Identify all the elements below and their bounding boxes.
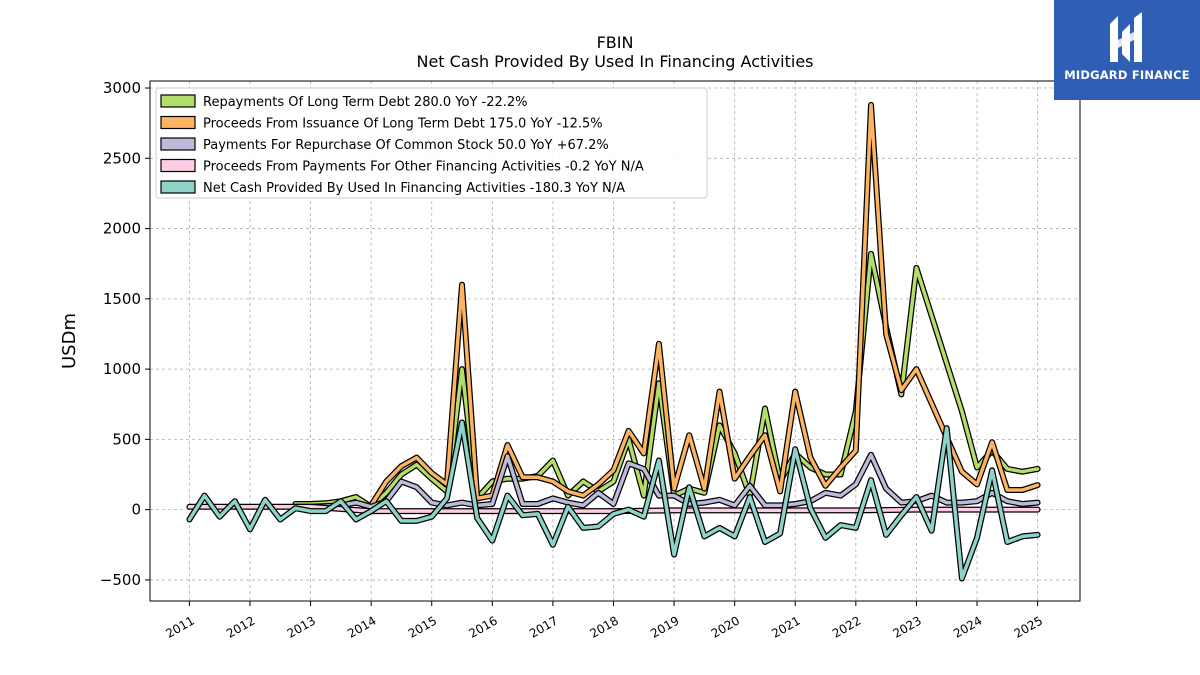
series-0 — [292, 250, 1041, 510]
midgard-monogram-icon — [1110, 12, 1142, 62]
series-1 — [368, 101, 1041, 509]
y-tick-label: 3000 — [103, 79, 141, 97]
series-line-outline — [292, 250, 1041, 510]
y-tick-label: 1000 — [103, 360, 141, 378]
y-tick-label: 1500 — [103, 290, 141, 308]
legend: Repayments Of Long Term Debt 280.0 YoY -… — [155, 87, 708, 199]
x-tick-label: 2012 — [224, 613, 257, 640]
legend-label: Repayments Of Long Term Debt 280.0 YoY -… — [203, 95, 528, 110]
series-4 — [186, 419, 1041, 582]
legend-swatch — [160, 94, 196, 108]
x-tick-label: 2021 — [769, 613, 802, 640]
series-line — [369, 103, 1040, 508]
series-lines — [186, 101, 1041, 582]
x-tick-label: 2020 — [709, 613, 742, 640]
y-tick-label: −500 — [100, 571, 141, 589]
x-tick-label: 2022 — [830, 613, 863, 640]
x-tick-label: 2013 — [285, 613, 318, 640]
brand-logo: MIDGARD FINANCE — [1054, 0, 1200, 100]
x-tick-label: 2025 — [1012, 613, 1045, 640]
legend-swatch — [160, 115, 196, 130]
legend-swatch — [160, 158, 196, 173]
chart-subtitle: Net Cash Provided By Used In Financing A… — [416, 52, 813, 71]
x-tick-label: 2024 — [951, 613, 984, 640]
legend-box — [155, 87, 708, 199]
x-tick-label: 2017 — [527, 613, 560, 640]
series-line — [187, 420, 1040, 581]
y-tick-label: 2500 — [103, 149, 141, 167]
legend-swatch — [160, 180, 196, 194]
y-tick-label: 500 — [112, 430, 141, 448]
y-tick-label: 0 — [131, 501, 141, 519]
x-tick-label: 2015 — [406, 613, 439, 640]
x-tick-label: 2019 — [648, 613, 681, 640]
x-tick-label: 2014 — [345, 613, 378, 640]
chart-title: FBIN — [597, 33, 634, 52]
legend-label: Proceeds From Issuance Of Long Term Debt… — [203, 117, 603, 132]
x-tick-label: 2011 — [163, 613, 196, 640]
legend-label: Net Cash Provided By Used In Financing A… — [203, 181, 625, 196]
legend-label: Payments For Repurchase Of Common Stock … — [203, 138, 609, 153]
legend-label: Proceeds From Payments For Other Financi… — [203, 160, 644, 175]
brand-name: MIDGARD FINANCE — [1064, 68, 1190, 82]
plot-frame — [149, 80, 1081, 602]
legend-swatch — [160, 137, 196, 151]
x-tick-label: 2023 — [890, 613, 923, 640]
y-tick-label: 2000 — [103, 220, 141, 238]
x-tick-label: 2018 — [588, 613, 621, 640]
y-axis-label: USDm — [59, 313, 80, 369]
x-tick-label: 2016 — [466, 613, 499, 640]
